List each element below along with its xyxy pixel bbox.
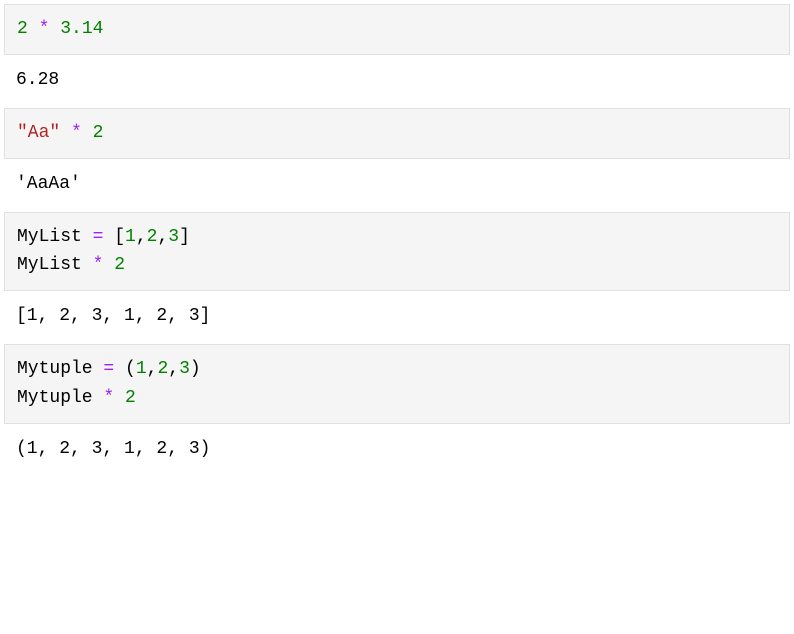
code-cell: Mytuple = (1,2,3) Mytuple * 2(1, 2, 3, 1… [4,344,790,473]
code-input: Mytuple = (1,2,3) Mytuple * 2 [4,344,790,424]
code-token: MyList [17,255,93,275]
code-token: 2 [125,388,136,408]
code-input: MyList = [1,2,3] MyList * 2 [4,212,790,292]
code-token: * [93,255,104,275]
code-token: 2 [147,227,158,247]
code-token: * [39,19,50,39]
code-cell: "Aa" * 2'AaAa' [4,108,790,208]
code-input: "Aa" * 2 [4,108,790,159]
code-token: , [136,227,147,247]
code-token: 1 [125,227,136,247]
code-token [103,255,114,275]
code-token: ] [179,227,190,247]
code-token: 2 [157,359,168,379]
code-token: 2 [114,255,125,275]
code-token: ) [190,359,201,379]
code-token [60,123,71,143]
code-token [82,123,93,143]
code-token [28,19,39,39]
code-token: 3 [179,359,190,379]
code-output: (1, 2, 3, 1, 2, 3) [4,424,790,473]
code-token: ( [114,359,136,379]
code-token: , [168,359,179,379]
code-token: 2 [93,123,104,143]
code-token [49,19,60,39]
code-cell: MyList = [1,2,3] MyList * 2[1, 2, 3, 1, … [4,212,790,341]
code-token: 1 [136,359,147,379]
code-token: MyList [17,227,93,247]
code-output: 6.28 [4,55,790,104]
code-token: Mytuple [17,388,103,408]
code-token: 2 [17,19,28,39]
code-token: Mytuple [17,359,103,379]
code-output: 'AaAa' [4,159,790,208]
code-token: = [103,359,114,379]
code-cell: 2 * 3.146.28 [4,4,790,104]
code-output: [1, 2, 3, 1, 2, 3] [4,291,790,340]
code-token: "Aa" [17,123,60,143]
code-input: 2 * 3.14 [4,4,790,55]
code-token: [ [103,227,125,247]
code-token: 3 [168,227,179,247]
code-token: * [103,388,114,408]
code-token: = [93,227,104,247]
code-token: , [147,359,158,379]
code-token: 3.14 [60,19,103,39]
code-token: * [71,123,82,143]
code-token [114,388,125,408]
notebook-cells: 2 * 3.146.28"Aa" * 2'AaAa'MyList = [1,2,… [4,4,790,473]
code-token: , [157,227,168,247]
